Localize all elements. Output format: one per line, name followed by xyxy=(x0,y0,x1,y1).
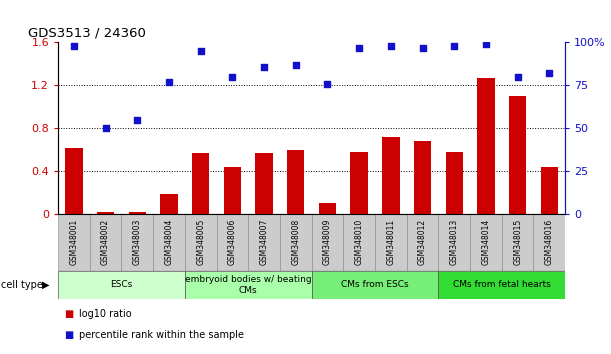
Point xyxy=(386,43,396,49)
Bar xyxy=(470,214,502,271)
Text: GSM348007: GSM348007 xyxy=(260,219,269,265)
Bar xyxy=(312,271,439,299)
Bar xyxy=(502,214,533,271)
Point xyxy=(513,74,522,80)
Bar xyxy=(287,150,304,214)
Text: GSM348004: GSM348004 xyxy=(164,219,174,265)
Bar xyxy=(343,214,375,271)
Text: GSM348005: GSM348005 xyxy=(196,219,205,265)
Bar xyxy=(280,214,312,271)
Point xyxy=(196,48,205,54)
Point xyxy=(354,45,364,51)
Bar xyxy=(445,152,463,214)
Bar xyxy=(185,214,216,271)
Bar xyxy=(255,153,273,214)
Text: GSM348010: GSM348010 xyxy=(354,219,364,265)
Text: GSM348006: GSM348006 xyxy=(228,219,237,265)
Text: ■: ■ xyxy=(64,309,73,319)
Bar xyxy=(160,194,178,214)
Bar xyxy=(58,214,90,271)
Bar xyxy=(351,152,368,214)
Text: GSM348015: GSM348015 xyxy=(513,219,522,265)
Bar xyxy=(216,214,248,271)
Text: cell type: cell type xyxy=(1,280,43,290)
Bar xyxy=(122,214,153,271)
Text: GSM348011: GSM348011 xyxy=(386,219,395,265)
Bar xyxy=(319,204,336,214)
Bar xyxy=(439,214,470,271)
Point xyxy=(259,64,269,69)
Bar xyxy=(58,271,185,299)
Text: GSM348014: GSM348014 xyxy=(481,219,491,265)
Bar xyxy=(128,212,146,214)
Point xyxy=(418,45,428,51)
Point xyxy=(323,81,332,86)
Text: ■: ■ xyxy=(64,330,73,340)
Text: GSM348002: GSM348002 xyxy=(101,219,110,265)
Text: CMs from fetal hearts: CMs from fetal hearts xyxy=(453,280,551,290)
Text: ESCs: ESCs xyxy=(111,280,133,290)
Bar xyxy=(375,214,407,271)
Bar xyxy=(541,167,558,214)
Point xyxy=(69,43,79,49)
Bar xyxy=(407,214,439,271)
Text: CMs from ESCs: CMs from ESCs xyxy=(341,280,409,290)
Point xyxy=(227,74,237,80)
Bar xyxy=(533,214,565,271)
Text: GSM348012: GSM348012 xyxy=(418,219,427,265)
Bar xyxy=(90,214,122,271)
Bar xyxy=(153,214,185,271)
Bar xyxy=(414,141,431,214)
Bar xyxy=(97,212,114,214)
Bar xyxy=(192,153,210,214)
Point xyxy=(164,79,174,85)
Point xyxy=(481,41,491,47)
Point xyxy=(449,43,459,49)
Text: embryoid bodies w/ beating
CMs: embryoid bodies w/ beating CMs xyxy=(185,275,312,295)
Bar xyxy=(248,214,280,271)
Text: GSM348013: GSM348013 xyxy=(450,219,459,265)
Bar xyxy=(65,148,82,214)
Point xyxy=(133,117,142,122)
Bar xyxy=(382,137,400,214)
Text: log10 ratio: log10 ratio xyxy=(79,309,132,319)
Text: percentile rank within the sample: percentile rank within the sample xyxy=(79,330,244,340)
Bar xyxy=(477,78,495,214)
Text: GSM348001: GSM348001 xyxy=(70,219,78,265)
Point xyxy=(291,62,301,68)
Point xyxy=(101,125,111,131)
Bar xyxy=(185,271,312,299)
Bar xyxy=(312,214,343,271)
Text: GSM348016: GSM348016 xyxy=(545,219,554,265)
Text: GSM348008: GSM348008 xyxy=(291,219,300,265)
Text: ▶: ▶ xyxy=(42,280,49,290)
Point xyxy=(544,70,554,76)
Bar xyxy=(509,96,526,214)
Bar xyxy=(439,271,565,299)
Text: GDS3513 / 24360: GDS3513 / 24360 xyxy=(27,27,145,40)
Text: GSM348009: GSM348009 xyxy=(323,219,332,265)
Text: GSM348003: GSM348003 xyxy=(133,219,142,265)
Bar xyxy=(224,167,241,214)
